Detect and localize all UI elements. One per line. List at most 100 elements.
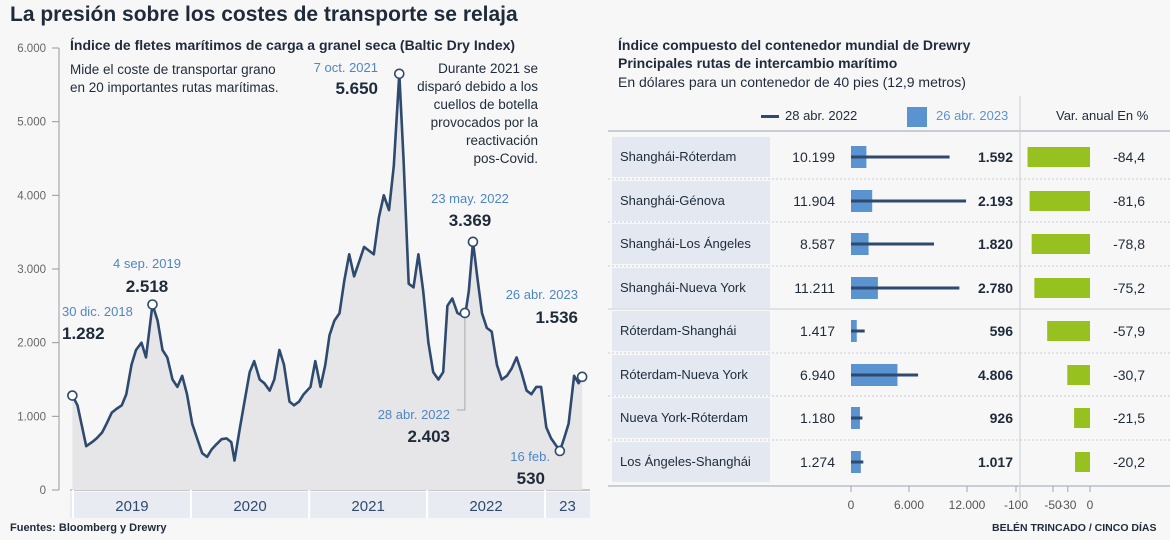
annotation-point [467, 236, 479, 248]
value-2022-label: 1.180 [800, 410, 835, 426]
annotation-date: 26 abr. 2023 [506, 287, 578, 302]
y-tick-label: 1.000 [17, 411, 46, 423]
value-2022-label: 1.417 [800, 323, 835, 339]
var-value-label: -57,9 [1113, 323, 1145, 339]
legend-line-2022 [761, 115, 779, 118]
var-value-label: -81,6 [1113, 193, 1145, 209]
note-line: reactivación [465, 133, 538, 148]
value-2022-label: 10.199 [792, 149, 835, 165]
x-tick-label: 2022 [469, 498, 502, 515]
var-value-label: -84,4 [1113, 149, 1145, 165]
var-value-label: -20,2 [1113, 454, 1145, 470]
var-value-label: -78,8 [1113, 236, 1145, 252]
description-line: en 20 importantes rutas marítimas. [70, 80, 279, 95]
annotation-date: 30 dic. 2018 [62, 304, 133, 319]
y-tick-label: 4.000 [17, 190, 46, 202]
route-label: Shanghái-Génova [612, 181, 770, 221]
var-bar [1029, 191, 1090, 211]
line-chart-description: Mide el coste de transportar grano en 20… [70, 61, 279, 97]
note-line: provocados por la [430, 115, 538, 130]
legend-label-2023: 26 abr. 2023 [936, 108, 1009, 123]
var-value-label: -30,7 [1113, 367, 1145, 383]
bar-x-tick-label: 0 [848, 498, 855, 512]
value-2023-label: 1.592 [978, 149, 1013, 165]
note-line: disparó debido a los [417, 79, 538, 94]
bar-x-tick-label: 12.000 [949, 498, 986, 512]
bar-chart-heading: Índice compuesto del contenedor mundial … [618, 37, 971, 53]
var-bar [1027, 147, 1090, 167]
x-tick-label: 2019 [115, 498, 148, 515]
var-x-tick-label: -50 [1044, 498, 1062, 512]
y-tick-label: 5.000 [17, 117, 46, 129]
var-bar [1034, 278, 1090, 298]
x-tick-label: 23 [559, 498, 576, 515]
annotation-value: 2.518 [126, 277, 169, 296]
value-2023-label: 2.193 [978, 193, 1013, 209]
legend-label-2022: 28 abr. 2022 [785, 108, 858, 123]
var-x-tick-label: 0 [1087, 498, 1094, 512]
description-line: Mide el coste de transportar grano [70, 62, 276, 77]
value-2023-label: 1.820 [978, 236, 1013, 252]
var-bar [1075, 452, 1090, 472]
line-area [72, 73, 583, 491]
bar-chart-subheading: En dólares para un contenedor de 40 pies… [618, 74, 966, 90]
bar-x-tick-label: 6.000 [894, 498, 924, 512]
x-tick-label: 2020 [233, 498, 266, 515]
annotation-leader [456, 316, 466, 411]
annotation-value: 2.403 [407, 427, 450, 446]
route-label: Nueva York-Róterdam [612, 398, 770, 438]
note-line: cuellos de botella [433, 97, 538, 112]
annotation-value: 1.282 [62, 324, 105, 343]
y-tick-label: 2.000 [17, 338, 46, 350]
annotation-date: 16 feb. [510, 449, 550, 464]
var-x-tick-label: -100 [1004, 498, 1028, 512]
note-line: pos-Covid. [473, 151, 538, 166]
y-tick-label: 3.000 [17, 264, 46, 276]
var-bar [1031, 234, 1090, 254]
line-chart-heading: Índice de fletes marítimos de carga a gr… [70, 37, 516, 53]
value-2023-label: 596 [990, 323, 1014, 339]
annotation-value: 5.650 [335, 79, 378, 98]
sources-note: Fuentes: Bloomberg y Drewry [10, 522, 167, 534]
note-line: Durante 2021 se [438, 61, 538, 76]
annotation-point [147, 299, 158, 310]
x-tick-label: 2021 [351, 498, 384, 515]
credit-note: BELÉN TRINCADO / CINCO DÍAS [992, 522, 1157, 534]
annotation-value: 530 [517, 469, 545, 488]
var-value-label: -21,5 [1113, 410, 1145, 426]
var-header: Var. anual En % [1056, 108, 1149, 123]
page-title: La presión sobre los costes de transport… [10, 3, 518, 26]
y-tick-label: 6.000 [17, 43, 46, 55]
value-2022-label: 8.587 [800, 236, 835, 252]
var-x-tick-label: -30 [1059, 498, 1077, 512]
value-2023-label: 926 [990, 410, 1014, 426]
value-2023-label: 2.780 [978, 280, 1013, 296]
route-label: Róterdam-Nueva York [612, 355, 770, 395]
legend-swatch-2023 [907, 107, 927, 127]
y-tick-label: 0 [40, 485, 46, 497]
annotation-point [393, 68, 405, 80]
route-label: Shanghái-Nueva York [612, 268, 770, 308]
covid-note: Durante 2021 se disparó debido a los cue… [400, 60, 538, 168]
value-2023-label: 4.806 [978, 367, 1013, 383]
annotation-date: 7 oct. 2021 [314, 60, 378, 75]
value-2023-label: 1.017 [978, 454, 1013, 470]
annotation-point [67, 390, 78, 401]
x-axis-band [70, 492, 590, 518]
value-2022-label: 11.904 [793, 193, 835, 209]
value-2022-label: 6.940 [800, 367, 835, 383]
series-line [71, 72, 584, 462]
annotation-value: 1.536 [535, 308, 578, 327]
value-2022-label: 1.274 [800, 454, 835, 470]
annotation-point [576, 371, 588, 383]
annotation-date: 28 abr. 2022 [378, 407, 450, 422]
bar-chart-heading-2: Principales rutas de intercambio marítim… [618, 55, 898, 71]
var-bar [1067, 365, 1090, 385]
baltic-dry-index-chart: 0 1.000 2.000 3.000 4.000 5.000 6.000 2019 2020 2… [17, 43, 590, 518]
var-bar [1074, 408, 1090, 428]
value-2022-label: 11.211 [794, 280, 835, 296]
route-label: Shanghái-Róterdam [612, 137, 770, 177]
var-bar [1047, 321, 1090, 341]
route-label: Shanghái-Los Ángeles [612, 224, 770, 264]
